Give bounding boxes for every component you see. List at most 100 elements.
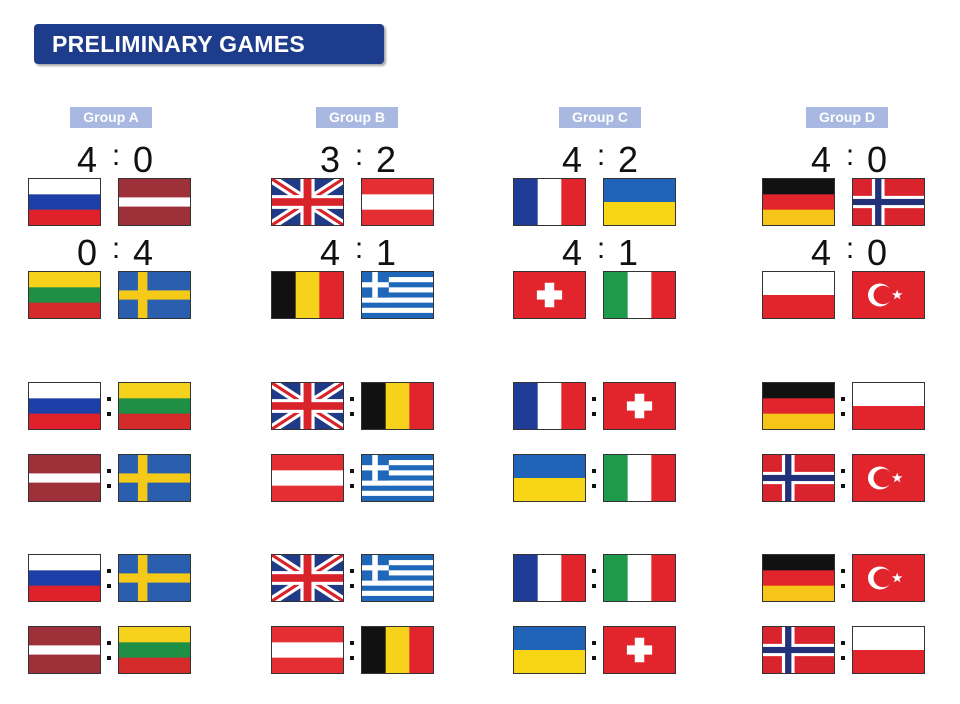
- russia-flag: [28, 554, 101, 602]
- group-d-fixture-colon: [839, 460, 847, 496]
- score-separator: :: [111, 139, 121, 172]
- germany-flag: [762, 178, 835, 226]
- score-separator: :: [111, 232, 121, 265]
- ukraine-flag: [513, 454, 586, 502]
- lithuania-flag: [118, 382, 191, 430]
- poland-flag: [852, 626, 925, 674]
- italy-flag: [603, 271, 676, 319]
- away-score: 4: [132, 232, 154, 273]
- away-score: 2: [617, 139, 639, 180]
- austria-flag: [271, 454, 344, 502]
- ukraine-flag: [513, 626, 586, 674]
- france-flag: [513, 178, 586, 226]
- latvia-flag: [28, 454, 101, 502]
- switzerland-flag: [603, 626, 676, 674]
- latvia-flag: [28, 626, 101, 674]
- group-b-fixture-colon: [348, 632, 356, 668]
- sweden-flag: [118, 271, 191, 319]
- group-a-fixture-colon: [105, 388, 113, 424]
- switzerland-flag: [603, 382, 676, 430]
- group-c-score-1: 4:2: [557, 139, 677, 180]
- switzerland-flag: [513, 271, 586, 319]
- group-b-fixture-colon: [348, 388, 356, 424]
- group-c-score-2: 4:1: [557, 232, 677, 273]
- away-score: 1: [375, 232, 397, 273]
- belgium-flag: [361, 626, 434, 674]
- away-score: 0: [132, 139, 154, 180]
- group-b-fixture-colon: [348, 560, 356, 596]
- ukraine-flag: [603, 178, 676, 226]
- group-a-fixture-colon: [105, 632, 113, 668]
- away-score: 0: [866, 139, 888, 180]
- score-separator: :: [845, 232, 855, 265]
- italy-flag: [603, 554, 676, 602]
- russia-flag: [28, 382, 101, 430]
- score-separator: :: [354, 139, 364, 172]
- greece-flag: [361, 554, 434, 602]
- austria-flag: [271, 626, 344, 674]
- italy-flag: [603, 454, 676, 502]
- sweden-flag: [118, 454, 191, 502]
- title-banner: PRELIMINARY GAMES: [34, 24, 384, 64]
- group-d-label: Group D: [806, 107, 888, 128]
- france-flag: [513, 382, 586, 430]
- latvia-flag: [118, 178, 191, 226]
- great-britain-flag: [271, 178, 344, 226]
- home-score: 3: [319, 139, 341, 180]
- group-b-label: Group B: [316, 107, 398, 128]
- group-b-score-1: 3:2: [315, 139, 435, 180]
- greece-flag: [361, 271, 434, 319]
- poland-flag: [762, 271, 835, 319]
- home-score: 0: [76, 232, 98, 273]
- group-d-score-1: 4:0: [806, 139, 926, 180]
- page-title: PRELIMINARY GAMES: [52, 31, 306, 57]
- score-separator: :: [596, 232, 606, 265]
- turkey-flag: [852, 554, 925, 602]
- greece-flag: [361, 454, 434, 502]
- turkey-flag: [852, 271, 925, 319]
- lithuania-flag: [118, 626, 191, 674]
- great-britain-flag: [271, 382, 344, 430]
- group-a-score-2: 0:4: [72, 232, 192, 273]
- turkey-flag: [852, 454, 925, 502]
- great-britain-flag: [271, 554, 344, 602]
- group-b-fixture-colon: [348, 460, 356, 496]
- france-flag: [513, 554, 586, 602]
- norway-flag: [852, 178, 925, 226]
- group-a-fixture-colon: [105, 460, 113, 496]
- group-b-score-2: 4:1: [315, 232, 435, 273]
- group-a-fixture-colon: [105, 560, 113, 596]
- home-score: 4: [561, 232, 583, 273]
- away-score: 2: [375, 139, 397, 180]
- group-c-label: Group C: [559, 107, 641, 128]
- germany-flag: [762, 554, 835, 602]
- lithuania-flag: [28, 271, 101, 319]
- home-score: 4: [76, 139, 98, 180]
- score-separator: :: [845, 139, 855, 172]
- home-score: 4: [561, 139, 583, 180]
- score-separator: :: [354, 232, 364, 265]
- group-d-score-2: 4:0: [806, 232, 926, 273]
- austria-flag: [361, 178, 434, 226]
- score-separator: :: [596, 139, 606, 172]
- home-score: 4: [810, 232, 832, 273]
- home-score: 4: [319, 232, 341, 273]
- group-c-fixture-colon: [590, 460, 598, 496]
- norway-flag: [762, 454, 835, 502]
- group-c-fixture-colon: [590, 560, 598, 596]
- group-a-label: Group A: [70, 107, 152, 128]
- group-c-fixture-colon: [590, 388, 598, 424]
- belgium-flag: [271, 271, 344, 319]
- belgium-flag: [361, 382, 434, 430]
- sweden-flag: [118, 554, 191, 602]
- germany-flag: [762, 382, 835, 430]
- away-score: 0: [866, 232, 888, 273]
- group-d-fixture-colon: [839, 632, 847, 668]
- poland-flag: [852, 382, 925, 430]
- home-score: 4: [810, 139, 832, 180]
- group-a-score-1: 4:0: [72, 139, 192, 180]
- group-d-fixture-colon: [839, 388, 847, 424]
- group-d-fixture-colon: [839, 560, 847, 596]
- norway-flag: [762, 626, 835, 674]
- group-c-fixture-colon: [590, 632, 598, 668]
